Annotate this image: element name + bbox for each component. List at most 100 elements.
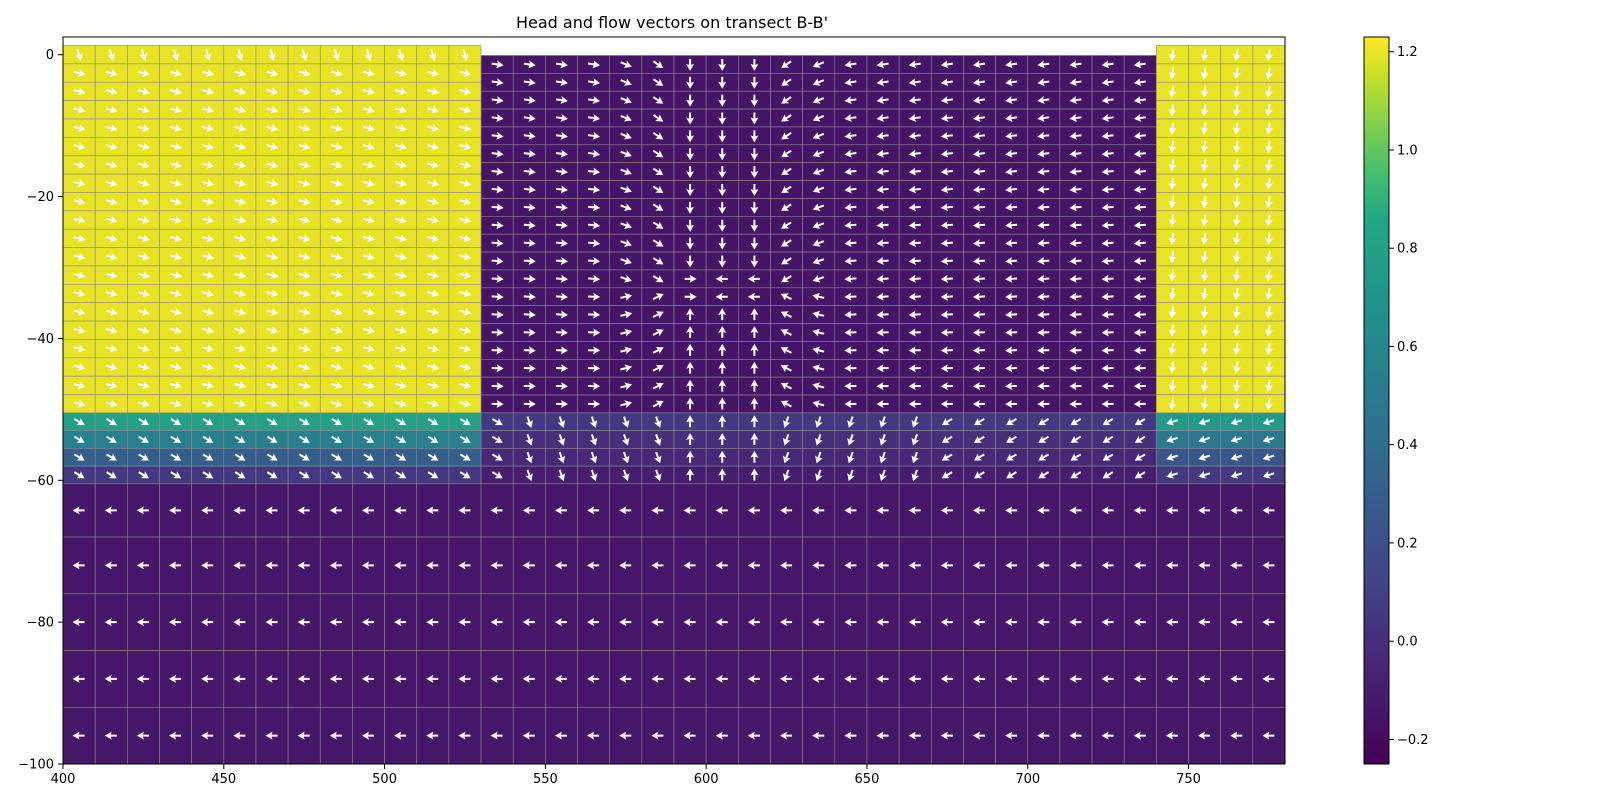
flow-vector	[847, 433, 855, 446]
flow-vector	[1133, 506, 1146, 515]
flow-vector	[1265, 85, 1273, 98]
flow-vector	[266, 234, 279, 243]
flow-vector	[298, 69, 311, 77]
flow-vector	[686, 166, 695, 179]
flow-vector	[1200, 269, 1209, 282]
flow-vector	[395, 289, 407, 298]
flow-vector	[104, 674, 117, 683]
colorbar-ticks: −0.2 0.0 0.2 0.4 0.6 0.8 1.0 1.2	[1389, 45, 1429, 748]
flow-vector	[619, 506, 632, 515]
flow-vector	[298, 87, 311, 96]
flow-vector	[458, 618, 471, 627]
flow-vector	[621, 469, 630, 482]
flow-vector	[715, 731, 728, 740]
flow-vector	[651, 731, 664, 740]
flow-vector	[1200, 196, 1209, 209]
x-axis: 400 450 500 550 600 650 700 750	[51, 764, 1201, 787]
flow-vector	[234, 252, 247, 261]
flow-vector	[298, 435, 310, 443]
flow-vector	[523, 60, 536, 69]
flow-vector	[329, 506, 342, 515]
flow-vector	[1232, 159, 1241, 172]
flow-vector	[587, 674, 600, 683]
flow-vector	[266, 435, 278, 443]
x-tick-label: 450	[211, 772, 236, 787]
flow-vector	[459, 179, 472, 188]
flow-vector	[908, 382, 921, 391]
flow-vector	[588, 328, 601, 337]
flow-vector	[1265, 140, 1273, 153]
flow-vector	[620, 114, 632, 122]
flow-vector	[298, 160, 311, 169]
flow-vector	[1230, 674, 1243, 683]
flow-vector	[620, 185, 632, 194]
flow-vector	[331, 453, 342, 461]
flow-vector	[940, 256, 953, 265]
flow-vector	[491, 328, 504, 337]
flow-vector	[940, 221, 953, 230]
flow-vector	[1037, 113, 1050, 122]
flow-vector	[329, 561, 342, 570]
flow-vector	[1230, 453, 1243, 461]
flow-vector	[652, 149, 664, 158]
flow-vector	[555, 113, 568, 122]
flow-vector	[653, 469, 662, 482]
flow-vector	[491, 96, 504, 105]
flow-vector	[362, 674, 374, 683]
flow-vector	[1102, 453, 1114, 461]
flow-vector	[1168, 85, 1177, 98]
flow-vector	[686, 397, 695, 410]
flow-vector	[652, 114, 664, 122]
flow-vector	[876, 203, 889, 212]
flow-vector	[780, 400, 792, 408]
flow-vector	[1133, 618, 1146, 627]
flow-vector	[136, 674, 149, 683]
head-cell	[512, 650, 546, 708]
flow-vector	[298, 197, 311, 206]
flow-vector	[1069, 131, 1082, 140]
flow-vector	[588, 78, 601, 87]
flow-vector	[266, 399, 279, 408]
flow-vector	[491, 78, 504, 87]
flow-vector	[940, 310, 953, 319]
flow-vector	[1133, 399, 1146, 408]
colorbar-tick-label: 0.2	[1397, 536, 1418, 551]
flow-vector	[330, 197, 343, 206]
flow-vector	[362, 252, 375, 261]
flow-vector	[652, 329, 664, 337]
flow-vector	[940, 364, 953, 373]
flow-vector	[234, 179, 247, 188]
flow-vector	[1232, 196, 1241, 209]
flow-vector	[491, 292, 504, 301]
flow-vector	[525, 416, 533, 428]
flow-vector	[750, 237, 759, 250]
flow-vector	[620, 78, 632, 86]
flow-vector	[1070, 471, 1082, 479]
flow-vector	[940, 382, 953, 391]
flow-vector	[718, 201, 727, 214]
flow-vector	[1168, 67, 1177, 80]
flow-vector	[588, 96, 601, 105]
flow-vector	[234, 418, 246, 426]
flow-vector	[202, 124, 215, 132]
flow-vector	[106, 435, 117, 443]
x-tick-label: 400	[51, 772, 76, 787]
flow-vector	[1101, 78, 1114, 87]
flow-vector	[718, 450, 727, 463]
flow-vector	[812, 203, 825, 211]
flow-vector	[362, 561, 374, 570]
y-tick-label: −40	[27, 332, 54, 347]
flow-vector	[137, 252, 150, 261]
flow-vector	[297, 731, 310, 740]
flow-vectors	[72, 49, 1275, 740]
flow-vector	[686, 343, 695, 356]
flow-vector	[169, 307, 182, 316]
flow-vector	[780, 311, 792, 319]
flow-vector	[1133, 674, 1146, 683]
flow-vector	[395, 87, 407, 96]
flow-vector	[686, 450, 695, 463]
x-tick-label: 700	[1015, 772, 1040, 787]
flow-vector	[1133, 78, 1146, 87]
flow-vector	[588, 274, 601, 283]
flow-vector	[652, 203, 664, 211]
